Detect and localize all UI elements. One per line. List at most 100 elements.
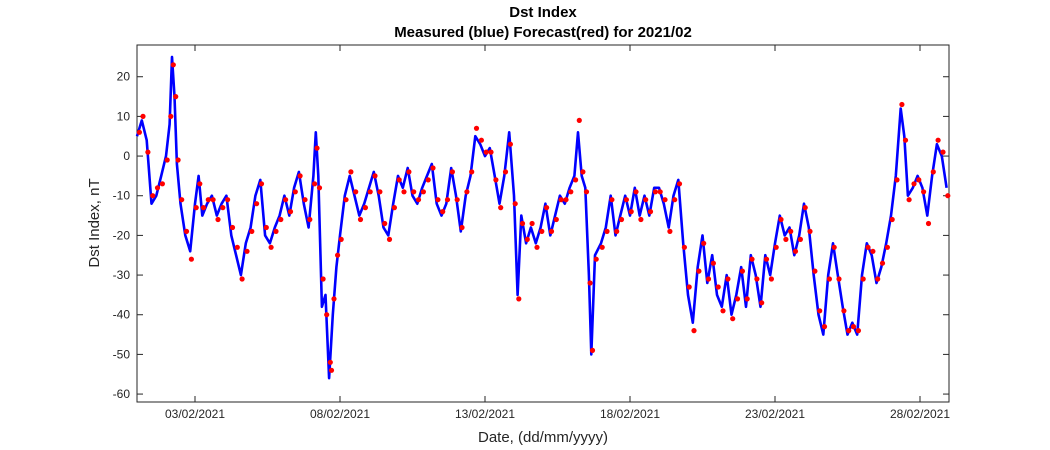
forecast-point <box>623 197 630 203</box>
forecast-point <box>576 117 582 123</box>
forecast-point <box>633 189 639 195</box>
forecast-point <box>254 201 260 207</box>
forecast-point <box>553 216 559 223</box>
y-tick-label: -20 <box>113 228 131 242</box>
forecast-point <box>696 268 702 274</box>
forecast-point <box>372 173 378 179</box>
forecast-point <box>498 205 504 211</box>
forecast-point <box>812 268 818 274</box>
forecast-point <box>140 113 146 119</box>
forecast-point <box>464 189 470 195</box>
forecast-point <box>759 300 765 306</box>
x-axis: 03/02/2021 08/02/2021 13/02/2021 18/02/2021… <box>165 45 950 421</box>
forecast-point <box>802 205 808 211</box>
forecast-point <box>335 252 341 258</box>
forecast-point <box>638 216 644 223</box>
forecast-point <box>263 224 269 231</box>
forecast-point <box>406 169 412 175</box>
forecast-point <box>902 137 909 143</box>
forecast-point <box>558 197 564 203</box>
forecast-point <box>614 228 620 234</box>
forecast-point <box>691 328 697 334</box>
forecast-point <box>657 189 663 195</box>
forecast-point <box>710 260 717 266</box>
forecast-point <box>440 209 446 215</box>
forecast-point <box>788 228 794 234</box>
forecast-point <box>672 197 678 203</box>
forecast-point <box>307 216 313 223</box>
measured-series-line <box>135 55 948 380</box>
forecast-point <box>754 276 760 282</box>
forecast-point <box>268 244 274 250</box>
forecast-point <box>720 308 726 314</box>
forecast-point <box>792 248 799 254</box>
forecast-point <box>730 316 736 322</box>
forecast-point <box>652 189 659 195</box>
forecast-point <box>175 157 181 163</box>
forecast-point <box>234 244 240 250</box>
forecast-point <box>544 205 550 211</box>
forecast-point <box>911 181 917 187</box>
forecast-point <box>870 248 876 254</box>
forecast-point <box>701 240 707 246</box>
forecast-point <box>324 312 330 318</box>
series-layer <box>135 55 951 380</box>
forecast-point <box>302 197 308 203</box>
forecast-point <box>312 181 318 187</box>
forecast-point <box>681 244 688 250</box>
forecast-point <box>278 216 284 223</box>
forecast-point <box>205 197 211 203</box>
forecast-point <box>875 276 881 282</box>
forecast-point <box>391 205 397 211</box>
forecast-point <box>507 141 513 147</box>
forecast-point <box>396 177 402 183</box>
forecast-point <box>244 248 250 254</box>
forecast-point <box>145 149 151 155</box>
forecast-point <box>348 169 354 175</box>
forecast-point <box>539 228 545 234</box>
forecast-point <box>889 216 895 223</box>
forecast-point <box>783 236 789 242</box>
forecast-point <box>449 169 455 175</box>
forecast-point <box>420 189 426 195</box>
forecast-point <box>846 328 852 334</box>
forecast-point <box>273 228 279 234</box>
forecast-point <box>568 189 574 195</box>
forecast-point <box>328 367 335 373</box>
forecast-point <box>179 197 185 203</box>
y-axis-label: Dst Index, nT <box>86 178 103 267</box>
y-tick-label: -10 <box>113 189 131 203</box>
forecast-point <box>725 276 731 282</box>
x-tick-label: 23/02/2021 <box>745 407 805 421</box>
forecast-point <box>314 145 320 151</box>
forecast-point <box>686 284 692 290</box>
forecast-point <box>662 197 668 203</box>
forecast-point <box>921 189 927 195</box>
x-tick-label: 28/02/2021 <box>890 407 950 421</box>
forecast-point <box>628 209 634 215</box>
forecast-point <box>667 228 673 234</box>
y-tick-label: 20 <box>117 70 131 84</box>
forecast-point <box>287 209 294 215</box>
forecast-point <box>258 181 265 187</box>
y-tick-label: -60 <box>113 387 131 401</box>
forecast-point <box>136 129 142 135</box>
forecast-point <box>320 276 326 282</box>
forecast-point <box>512 201 518 207</box>
x-tick-label: 18/02/2021 <box>600 407 660 421</box>
y-tick-label: 10 <box>117 109 131 123</box>
forecast-point <box>193 205 199 211</box>
forecast-point <box>643 197 649 203</box>
forecast-point <box>154 185 161 191</box>
forecast-point <box>583 189 590 195</box>
forecast-point <box>894 177 900 183</box>
forecast-point <box>865 244 871 250</box>
forecast-point <box>215 216 221 223</box>
forecast-point <box>768 276 775 282</box>
forecast-point <box>331 296 337 302</box>
forecast-point <box>821 324 828 330</box>
forecast-point <box>411 189 417 195</box>
forecast-point <box>173 94 179 100</box>
forecast-point <box>459 224 465 231</box>
forecast-point <box>493 177 499 183</box>
